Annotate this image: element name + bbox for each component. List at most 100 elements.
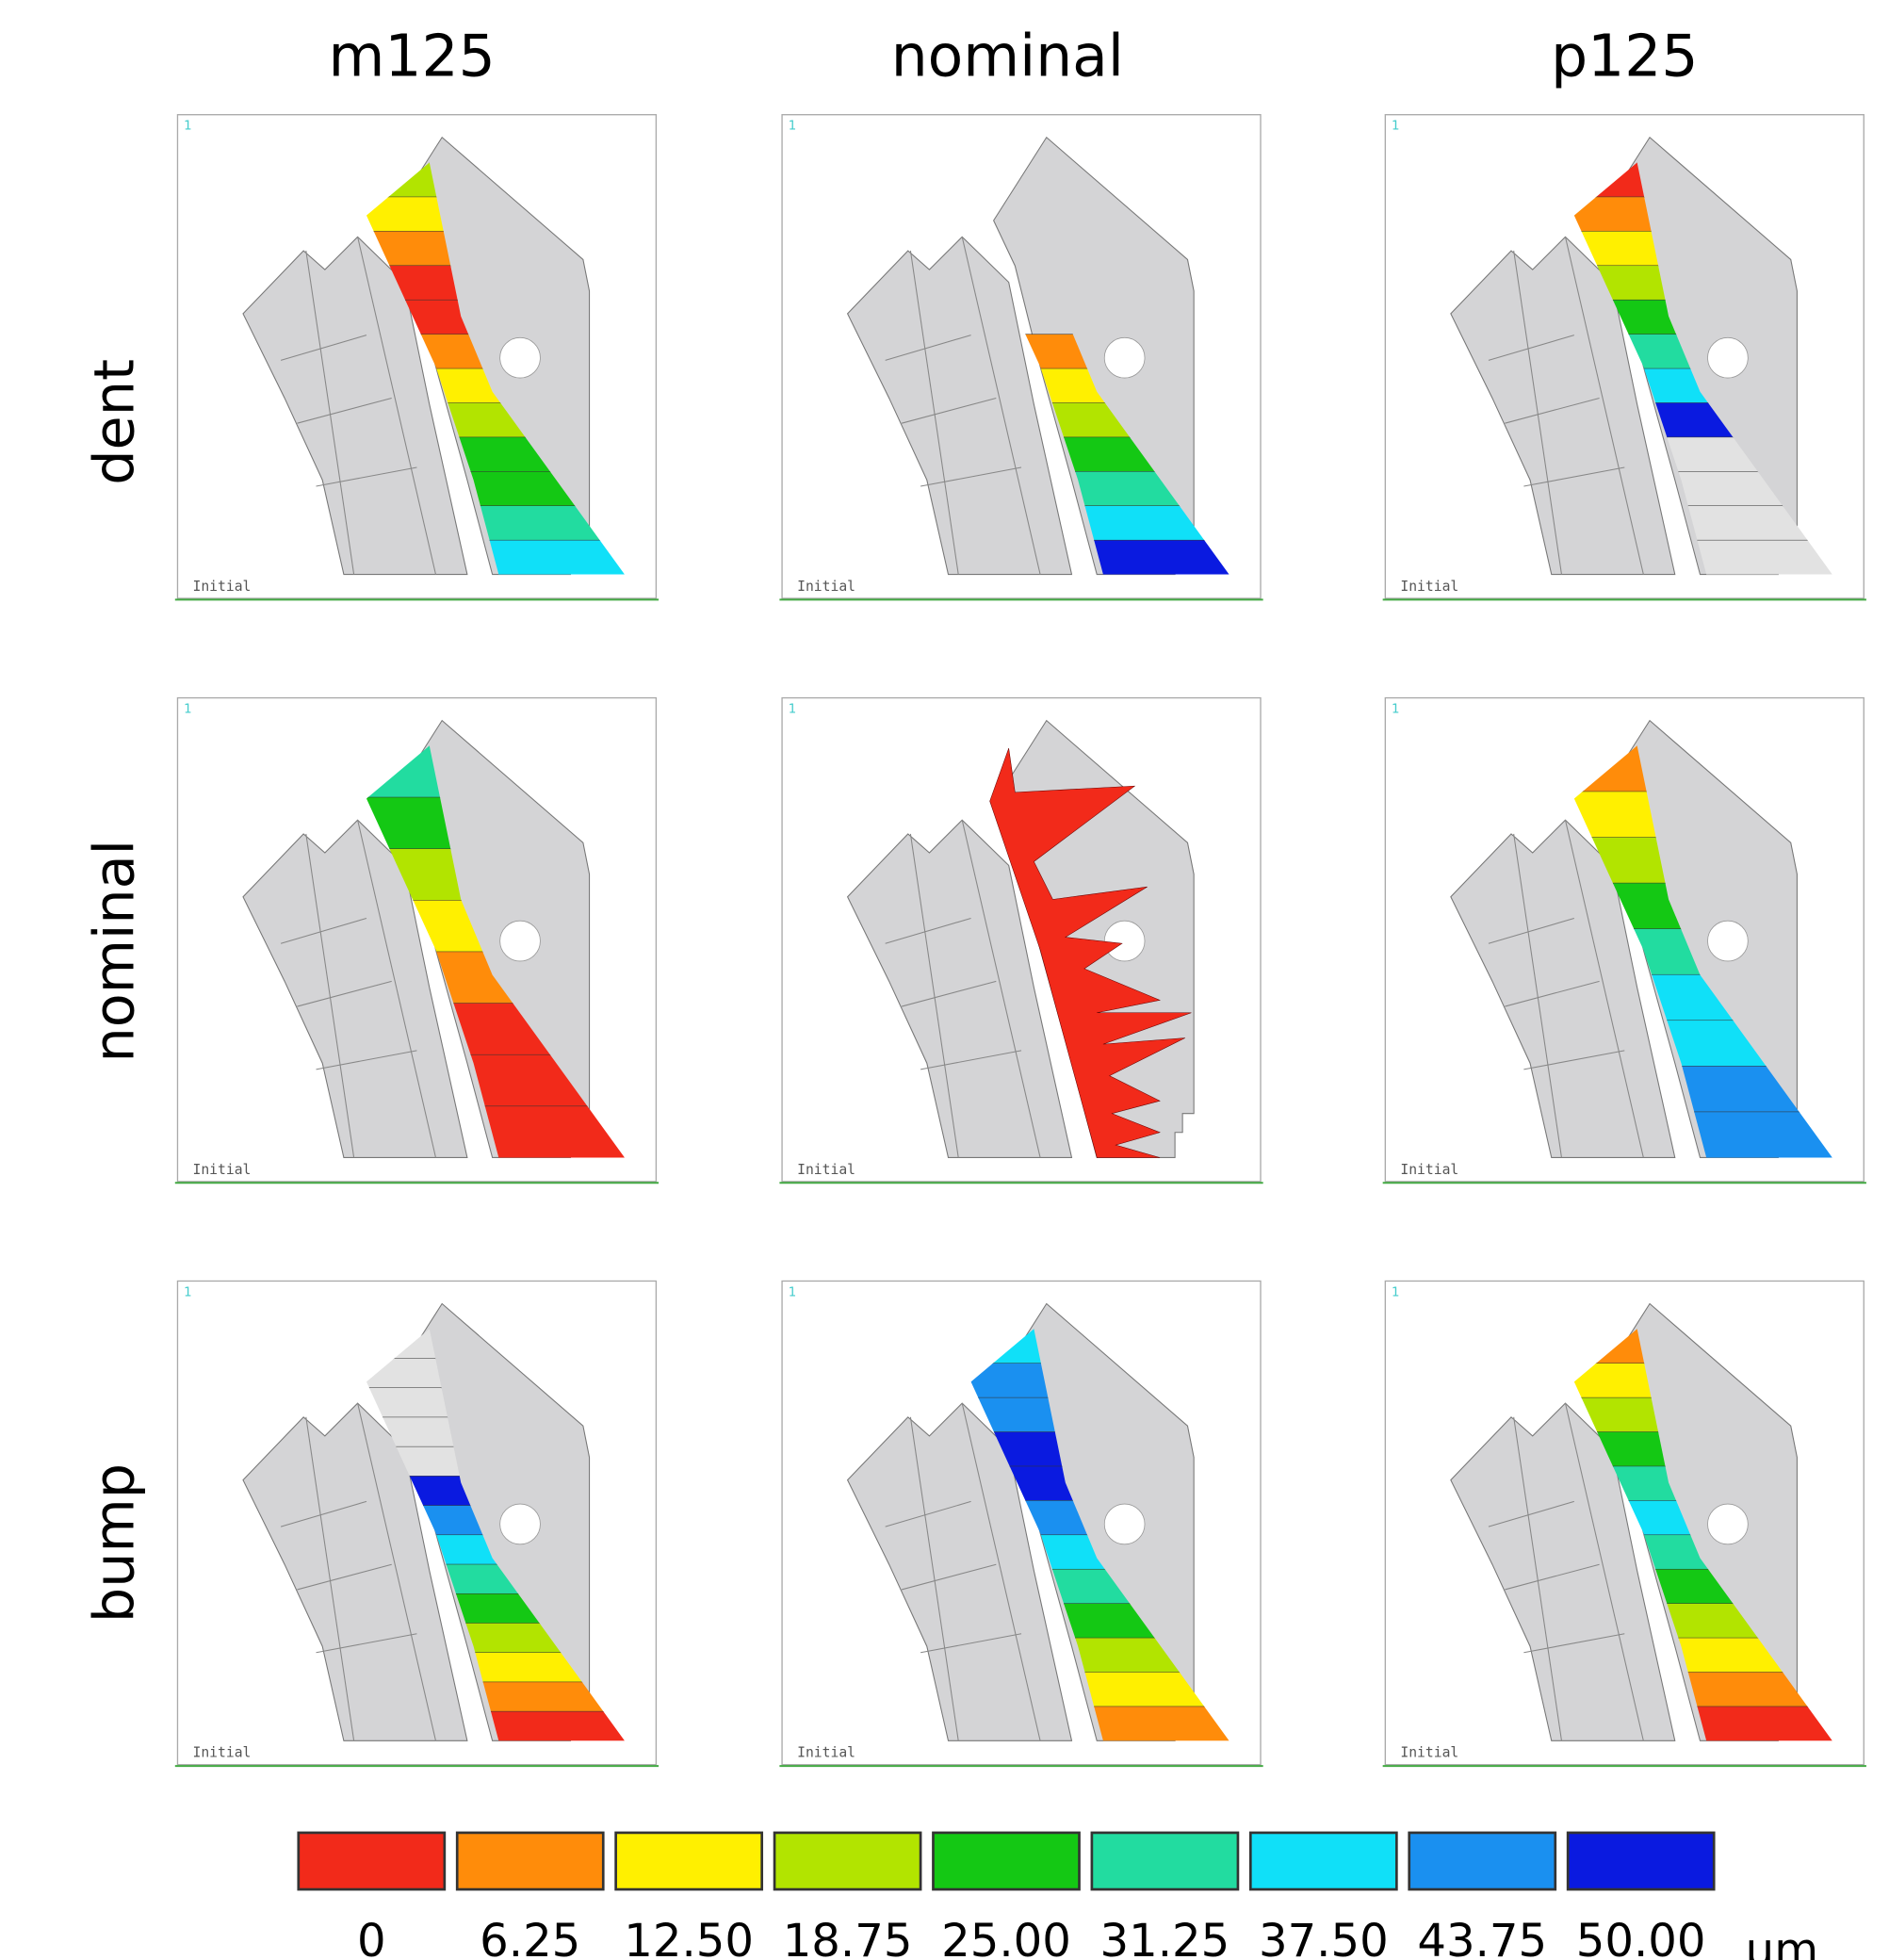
coil-division xyxy=(1523,1633,1625,1654)
legend-swatch xyxy=(932,1831,1081,1891)
coil-division xyxy=(885,917,971,944)
coil-block xyxy=(1450,819,1676,1159)
legend-label: 43.75 xyxy=(1417,1915,1547,1960)
panel: Initial 1 xyxy=(1382,1280,1866,1768)
panel-index: 1 xyxy=(184,703,192,717)
panel-index: 1 xyxy=(1392,1286,1400,1300)
coil-division xyxy=(316,1633,417,1654)
hole xyxy=(499,920,541,962)
coil-division xyxy=(909,833,959,1158)
contour-spikes xyxy=(989,747,1192,1158)
coil-block xyxy=(242,819,468,1159)
coil-division xyxy=(1564,1402,1644,1741)
coil-division xyxy=(901,397,997,424)
coil-division xyxy=(961,1402,1041,1741)
legend-swatch xyxy=(455,1831,605,1891)
hole xyxy=(1103,336,1146,379)
coil-division xyxy=(961,237,1041,575)
panel-caption: Initial xyxy=(193,579,252,595)
legend-label: 31.25 xyxy=(1100,1915,1230,1960)
panel: Initial 1 xyxy=(779,696,1263,1184)
panel-caption: Initial xyxy=(1400,1162,1458,1178)
legend-swatch xyxy=(297,1831,447,1891)
coil-division xyxy=(1505,1563,1600,1591)
coil-division xyxy=(885,1500,971,1527)
legend-swatch xyxy=(1408,1831,1557,1891)
panel-index: 1 xyxy=(789,120,797,134)
coil-division xyxy=(1513,250,1562,575)
panel-caption: Initial xyxy=(797,579,855,595)
legend-label: 12.50 xyxy=(624,1915,754,1960)
legend-label: 37.50 xyxy=(1259,1915,1389,1960)
coil-division xyxy=(920,1633,1022,1654)
legend-label: 50.00 xyxy=(1576,1915,1706,1960)
hole xyxy=(499,336,541,379)
panel-caption: Initial xyxy=(193,1162,252,1178)
coil-division xyxy=(357,237,437,575)
panel: Initial 1 xyxy=(1382,114,1866,601)
hole xyxy=(1707,1503,1749,1545)
coil-division xyxy=(305,833,355,1158)
panel: Initial 1 xyxy=(174,114,660,601)
panel-index: 1 xyxy=(184,1286,192,1300)
coil-division xyxy=(920,1050,1022,1070)
hole xyxy=(499,1503,541,1545)
panel: Initial 1 xyxy=(174,696,660,1184)
coil-division xyxy=(1523,466,1625,487)
coil-division xyxy=(297,397,392,424)
coil-division xyxy=(280,917,367,944)
coil-block xyxy=(1450,1402,1676,1741)
coil-division xyxy=(1523,1050,1625,1070)
coil-division xyxy=(1513,833,1562,1158)
coil-division xyxy=(901,980,997,1007)
legend-label: 6.25 xyxy=(480,1915,580,1960)
panel-caption: Initial xyxy=(1400,1745,1458,1761)
hole xyxy=(1707,920,1749,962)
coil-division xyxy=(280,1500,367,1527)
legend-swatch xyxy=(614,1831,764,1891)
coil-division xyxy=(909,1416,959,1741)
coil-division xyxy=(1505,397,1600,424)
panel: Initial 1 xyxy=(779,114,1263,601)
coil-division xyxy=(920,466,1022,487)
panel: Initial 1 xyxy=(174,1280,660,1768)
panel-caption: Initial xyxy=(193,1745,252,1761)
legend-label: 25.00 xyxy=(941,1915,1071,1960)
coil-block xyxy=(846,819,1073,1159)
coil-block xyxy=(242,236,468,576)
coil-division xyxy=(1564,237,1644,575)
coil-division xyxy=(297,980,392,1007)
panel-caption: Initial xyxy=(1400,579,1458,595)
coil-block xyxy=(846,236,1073,576)
legend-swatch xyxy=(1566,1831,1716,1891)
panel-index: 1 xyxy=(184,120,192,134)
coil-division xyxy=(1564,820,1644,1158)
column-label: nominal xyxy=(891,23,1124,90)
coil-division xyxy=(961,820,1041,1158)
panel-index: 1 xyxy=(789,703,797,717)
coil-block xyxy=(846,1402,1073,1741)
legend-label: 0 xyxy=(357,1915,386,1960)
hole xyxy=(1103,920,1146,962)
panel-caption: Initial xyxy=(797,1745,855,1761)
panel-index: 1 xyxy=(1392,703,1400,717)
column-label: m125 xyxy=(328,23,495,90)
coil-division xyxy=(297,1563,392,1591)
coil-division xyxy=(316,466,417,487)
legend-unit: µm xyxy=(1746,1923,1818,1960)
row-label: nominal xyxy=(82,840,147,1062)
coil-division xyxy=(305,1416,355,1741)
coil-division xyxy=(357,820,437,1158)
legend-label: 18.75 xyxy=(783,1915,913,1960)
coil-division xyxy=(1505,980,1600,1007)
coil-division xyxy=(316,1050,417,1070)
legend-swatch xyxy=(1248,1831,1398,1891)
hole xyxy=(1707,336,1749,379)
coil-division xyxy=(305,250,355,575)
coil-division xyxy=(901,1563,997,1591)
coil-division xyxy=(280,335,367,361)
coil-block xyxy=(1450,236,1676,576)
legend-swatch xyxy=(773,1831,922,1891)
panel-index: 1 xyxy=(789,1286,797,1300)
